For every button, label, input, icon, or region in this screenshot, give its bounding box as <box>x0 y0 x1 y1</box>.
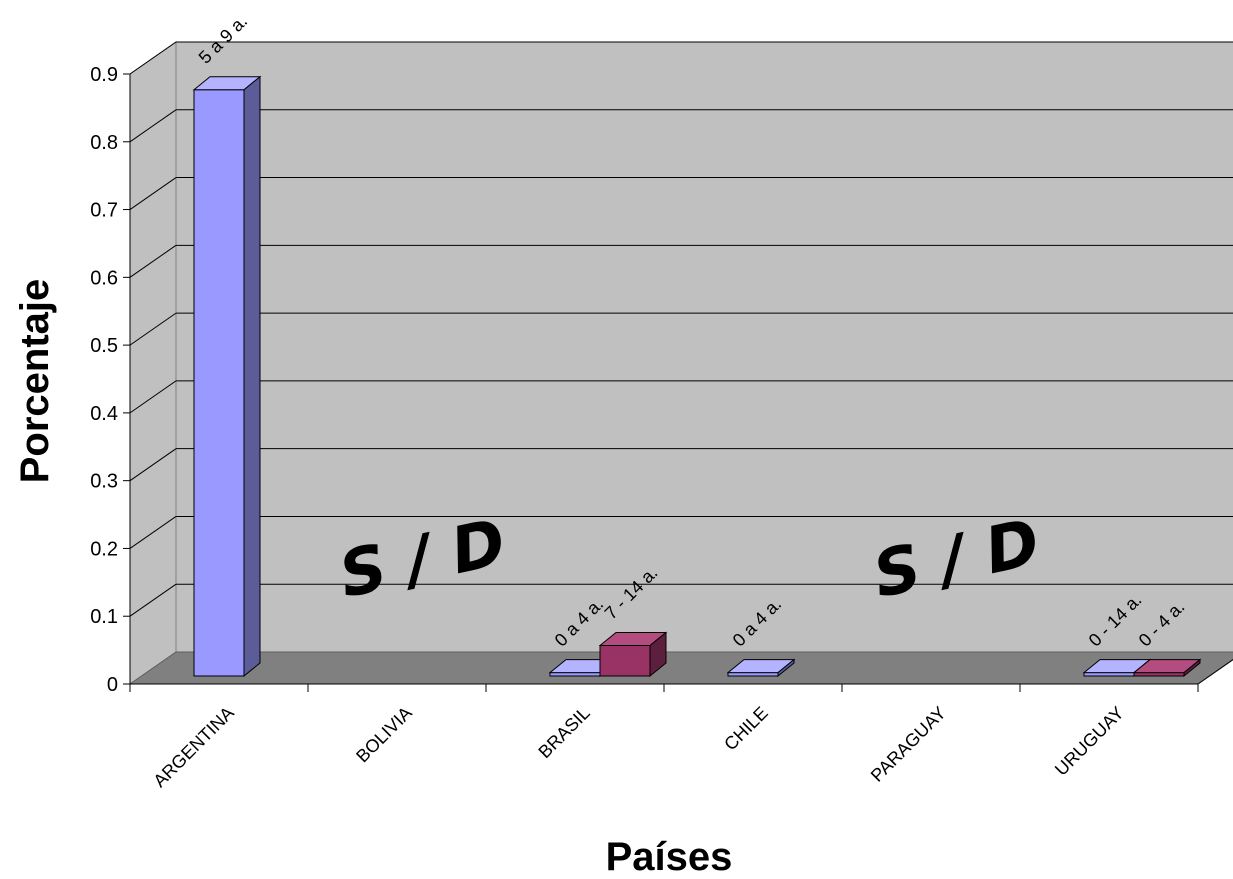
bar-side <box>649 631 667 678</box>
gridline-side <box>129 516 177 549</box>
y-tick-label: 0.2 <box>90 538 118 560</box>
category-label: CHILE <box>720 703 772 755</box>
gridline-side <box>129 312 177 346</box>
bars <box>192 75 1202 678</box>
x-axis-end <box>1197 659 1233 685</box>
bar-side <box>243 75 261 678</box>
category-label: ARGENTINA <box>149 703 237 791</box>
x-axis-title: Países <box>606 835 733 879</box>
category-label: BRASIL <box>534 703 593 762</box>
category-label: URUGUAY <box>1051 703 1128 780</box>
floor <box>128 651 1233 685</box>
y-tick-label: 0.8 <box>90 132 118 154</box>
side-wall <box>129 41 177 685</box>
gridline-side <box>129 177 177 210</box>
y-tick-label: 0.5 <box>90 335 118 357</box>
chart-walls <box>128 41 1233 685</box>
bar-front <box>727 672 779 677</box>
y-tick-label: 0 <box>107 674 118 696</box>
gridline-side <box>129 448 177 482</box>
category-label: BOLIVIA <box>352 703 416 767</box>
bar-front <box>549 672 601 677</box>
y-tick-label: 0.9 <box>90 64 118 86</box>
bar-front <box>1133 672 1185 677</box>
bar-front <box>599 645 651 677</box>
y-tick-label: 0.4 <box>90 403 118 425</box>
y-tick-label: 0.7 <box>90 200 118 222</box>
gridline-side <box>129 41 177 75</box>
bar-front <box>1083 672 1135 677</box>
bar-side <box>1183 658 1201 678</box>
back-wall <box>175 41 1233 653</box>
grid-lines <box>123 41 1233 692</box>
bar-front <box>193 89 245 677</box>
category-label: PARAGUAY <box>867 703 950 786</box>
gridline-side <box>129 583 177 617</box>
gridline-side <box>129 380 177 414</box>
gridline-side <box>129 244 177 278</box>
x-category-labels: ARGENTINA BOLIVIA BRASIL CHILE PARAGUAY URUGU… <box>149 703 1127 791</box>
bar-side <box>777 658 795 678</box>
gridline-side <box>129 109 177 143</box>
y-tick-label: 0.1 <box>90 606 118 628</box>
y-axis-title: Porcentaje <box>13 279 57 484</box>
y-tick-label: 0.3 <box>90 471 118 493</box>
y-tick-labels: 0 0.1 0.2 0.3 0.4 0.5 0.6 0.7 0.8 0.9 <box>90 64 118 696</box>
y-tick-label: 0.6 <box>90 267 118 289</box>
